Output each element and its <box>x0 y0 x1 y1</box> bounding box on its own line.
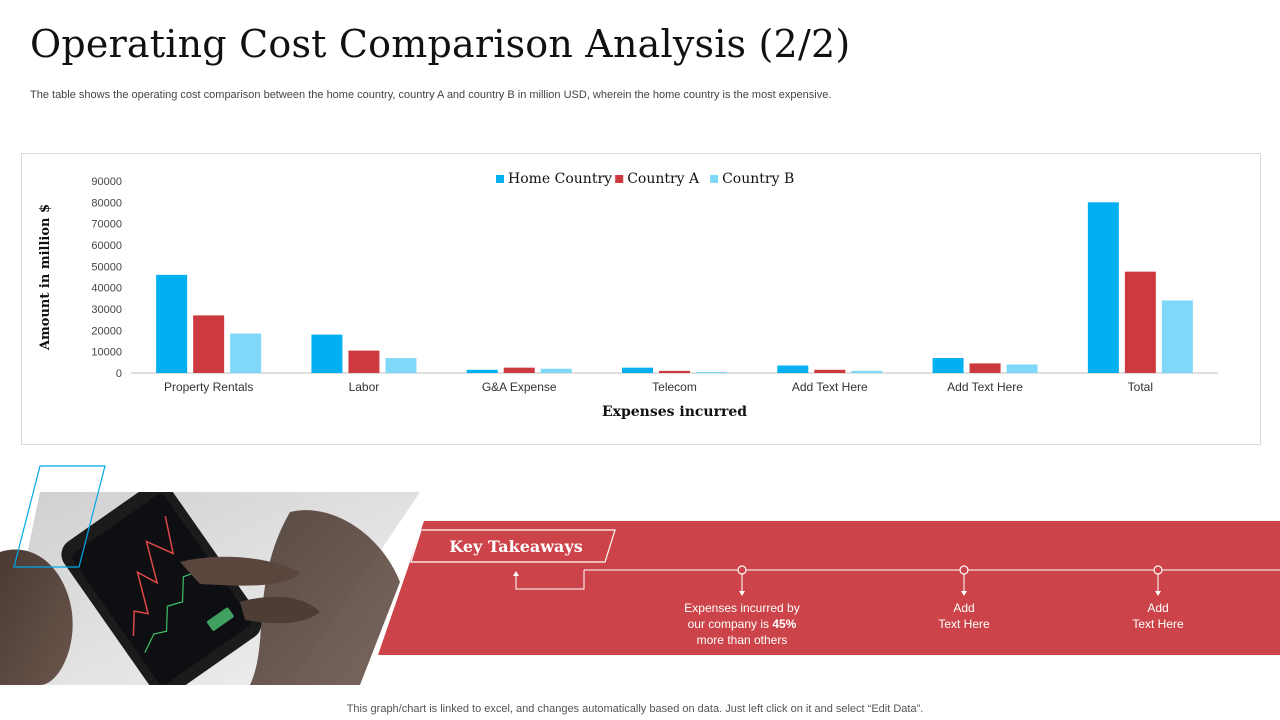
y-tick-label: 20000 <box>91 325 122 337</box>
bar <box>932 358 964 373</box>
chart-container: 0 10000 20000 30000 40000 50000 60000 70000 8000… <box>21 153 1261 445</box>
takeaway-point-1-line3: more than others <box>696 633 788 647</box>
takeaway-point-2-line2: Text Here <box>938 617 990 631</box>
bar <box>311 334 343 373</box>
y-tick-label: 50000 <box>91 261 122 273</box>
x-tick-label: G&A Expense <box>482 380 557 394</box>
takeaway-point-1-line2: our company is 45% <box>652 616 832 632</box>
bar <box>230 333 262 373</box>
bar <box>348 350 380 373</box>
bar-chart: 0 10000 20000 30000 40000 50000 60000 70000 8000… <box>38 171 1218 420</box>
y-tick-label: 10000 <box>91 347 122 359</box>
legend-label: Country A <box>627 171 700 187</box>
legend-swatch <box>710 175 719 183</box>
legend-label: Country B <box>722 171 794 187</box>
bar <box>503 367 535 373</box>
legend-label: Home Country <box>508 171 612 187</box>
timeline-marker-1 <box>737 565 747 596</box>
bar <box>659 370 690 373</box>
key-takeaways-frame <box>410 529 616 563</box>
y-tick-label: 0 <box>116 368 122 380</box>
bar <box>466 369 498 373</box>
takeaway-point-3-line2: Text Here <box>1132 617 1184 631</box>
timeline-marker-3 <box>1153 565 1163 596</box>
bar <box>969 363 1001 373</box>
takeaway-point-3-line1: Add <box>1147 601 1169 615</box>
bar <box>193 315 225 373</box>
bar <box>1124 271 1156 373</box>
decorative-outline-parallelogram <box>13 465 106 568</box>
x-tick-label: Property Rentals <box>164 380 253 394</box>
bar <box>1161 300 1193 373</box>
x-tick-label: Add Text Here <box>792 380 868 394</box>
page-subtitle: The table shows the operating cost compa… <box>30 89 832 101</box>
x-tick-label: Total <box>1128 380 1153 394</box>
takeaway-point-1-line1: Expenses incurred by <box>684 601 800 615</box>
y-tick-label: 80000 <box>91 197 122 209</box>
bar <box>156 274 188 373</box>
banner-background <box>378 521 1280 655</box>
takeaway-highlight-percent: 45% <box>772 617 797 631</box>
bar <box>814 369 846 373</box>
page-title: Operating Cost Comparison Analysis (2/2) <box>30 22 851 66</box>
bar <box>540 368 572 373</box>
takeaway-point-3: Add Text Here <box>1098 600 1218 632</box>
bar <box>777 365 809 373</box>
bar <box>622 367 653 373</box>
y-tick-label: 40000 <box>91 283 122 295</box>
takeaways-banner <box>378 521 1280 655</box>
y-tick-label: 90000 <box>91 176 122 188</box>
x-axis-title: Expenses incurred <box>602 404 747 420</box>
bar <box>385 358 417 373</box>
bar <box>1006 364 1038 373</box>
legend-swatch <box>615 175 624 183</box>
bar <box>851 370 883 373</box>
takeaway-point-2-line1: Add <box>953 601 975 615</box>
y-tick-label: 30000 <box>91 304 122 316</box>
phone-photo-image <box>0 492 420 685</box>
timeline-marker-2 <box>959 565 969 596</box>
takeaway-point-1: Expenses incurred by our company is 45% … <box>652 600 832 648</box>
takeaway-point-2: Add Text Here <box>904 600 1024 632</box>
x-tick-label: Add Text Here <box>947 380 1023 394</box>
bar <box>1087 202 1119 373</box>
key-takeaways-title: Key Takeaways <box>449 537 583 556</box>
y-axis-title: Amount in million $ <box>38 204 53 351</box>
footer-note: This graph/chart is linked to excel, and… <box>346 703 924 715</box>
y-tick-label: 60000 <box>91 240 122 252</box>
legend-swatch <box>496 175 504 183</box>
bar <box>696 371 727 373</box>
x-tick-label: Labor <box>349 380 380 394</box>
y-tick-label: 70000 <box>91 219 122 231</box>
x-tick-label: Telecom <box>652 380 697 394</box>
takeaway-point-1-prefix: our company is <box>687 617 773 631</box>
